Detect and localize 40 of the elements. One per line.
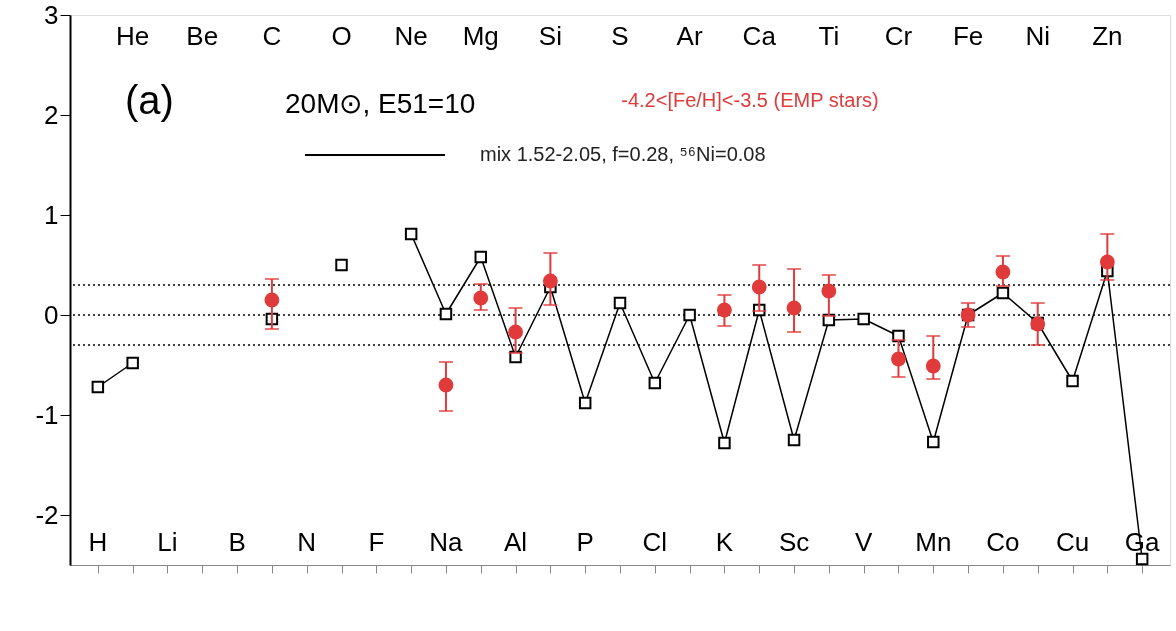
x-tick-label: Co <box>986 527 1020 557</box>
x-tick-label: V <box>855 527 873 557</box>
y-tick-label: 1 <box>44 199 59 230</box>
x-tick-label: O <box>331 21 352 51</box>
x-tick-label: He <box>116 21 150 51</box>
text: -4.2<[Fe/H]<-3.5 (EMP stars) <box>621 89 879 111</box>
x-tick-label: B <box>228 527 246 557</box>
annotation: (a) <box>125 78 174 122</box>
x-tick-label: Li <box>157 527 178 557</box>
annotation: 20M⊙, E51=10 <box>285 88 476 119</box>
x-tick-label: H <box>88 527 108 557</box>
x-tick-label: Be <box>186 21 219 51</box>
x-tick-label: Al <box>504 527 528 557</box>
x-tick-label: Ne <box>394 21 428 51</box>
x-tick-label: S <box>611 21 629 51</box>
x-tick-label: Fe <box>952 21 984 51</box>
x-tick-label: Cl <box>642 527 668 557</box>
x-tick-label: Na <box>429 527 464 557</box>
x-tick-label: K <box>715 527 734 557</box>
x-tick-label: Cr <box>884 21 913 51</box>
x-tick-label: Mg <box>462 21 499 51</box>
y-tick-label: 0 <box>44 299 59 330</box>
x-tick-label: Sc <box>778 527 810 557</box>
text: mix 1.52-2.05, f=0.28, ⁵⁶Ni=0.08 <box>480 143 766 165</box>
x-tick-label: Mn <box>915 527 952 557</box>
x-tick-label: Ca <box>742 21 777 51</box>
y-tick-label: -1 <box>35 399 59 430</box>
y-tick-label: -2 <box>35 499 59 530</box>
x-tick-label: F <box>368 527 385 557</box>
x-tick-label: Ti <box>818 21 840 51</box>
x-tick-label: Ni <box>1025 21 1050 51</box>
y-tick-label: 2 <box>44 99 59 130</box>
x-tick-label: Si <box>538 21 562 51</box>
x-tick-label: N <box>297 527 317 557</box>
x-tick-label: Cu <box>1055 527 1090 557</box>
x-tick-label: C <box>262 21 282 51</box>
x-tick-label: P <box>576 527 594 557</box>
x-tick-label: Ar <box>676 21 703 51</box>
y-tick-label: 3 <box>44 0 59 30</box>
x-tick-label: Zn <box>1092 21 1123 51</box>
